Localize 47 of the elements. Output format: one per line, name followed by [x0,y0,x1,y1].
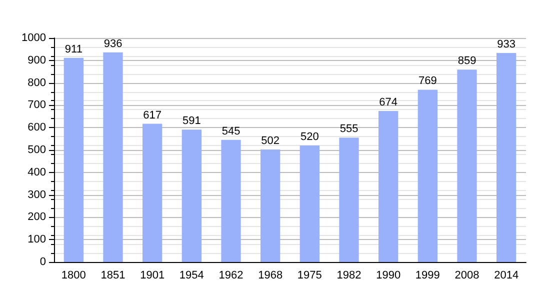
data-label: 933 [497,38,516,51]
x-tick-label: 1954 [179,270,204,282]
data-label: 859 [458,55,476,68]
bar [64,58,84,262]
x-tick-label: 1975 [297,270,322,282]
bar [103,52,123,262]
x-tick-label: 1999 [415,270,440,282]
data-label: 617 [143,109,162,122]
x-tick-label: 2008 [454,270,480,282]
data-label: 502 [261,135,280,148]
data-label: 591 [182,115,201,128]
bar [260,150,280,262]
y-tick-label: 900 [28,54,46,66]
bar [378,111,398,262]
y-tick-label: 300 [28,188,46,201]
y-tick-label: 0 [40,256,46,268]
x-tick-label: 1968 [258,270,283,282]
bar [457,70,477,262]
bar [418,90,438,262]
bar [182,130,202,262]
x-tick-label: 2014 [494,270,519,282]
bar [142,124,162,262]
x-tick-label: 1800 [61,270,86,282]
data-label: 545 [222,125,240,138]
x-tick-label: 1851 [100,270,126,282]
bar [221,140,241,262]
y-tick-label: 800 [28,76,46,89]
x-tick-label: 1901 [140,270,165,282]
bar [496,53,516,262]
data-label: 555 [340,123,358,136]
data-label: 936 [104,38,122,50]
y-tick-label: 500 [28,144,46,156]
y-tick-label: 700 [28,99,46,112]
bar [339,138,359,262]
y-tick-label: 600 [28,122,46,134]
y-tick-label: 400 [28,166,46,178]
data-label: 769 [418,75,437,88]
y-tick-label: 200 [28,211,46,224]
data-label: 911 [64,43,82,56]
x-tick-label: 1982 [336,270,362,282]
data-label: 674 [379,96,398,109]
x-tick-label: 1962 [218,270,244,282]
x-tick-label: 1990 [376,270,401,282]
bar [300,146,320,262]
y-tick-label: 1000 [22,32,46,44]
y-tick-label: 100 [28,234,46,246]
data-label: 520 [300,131,319,144]
